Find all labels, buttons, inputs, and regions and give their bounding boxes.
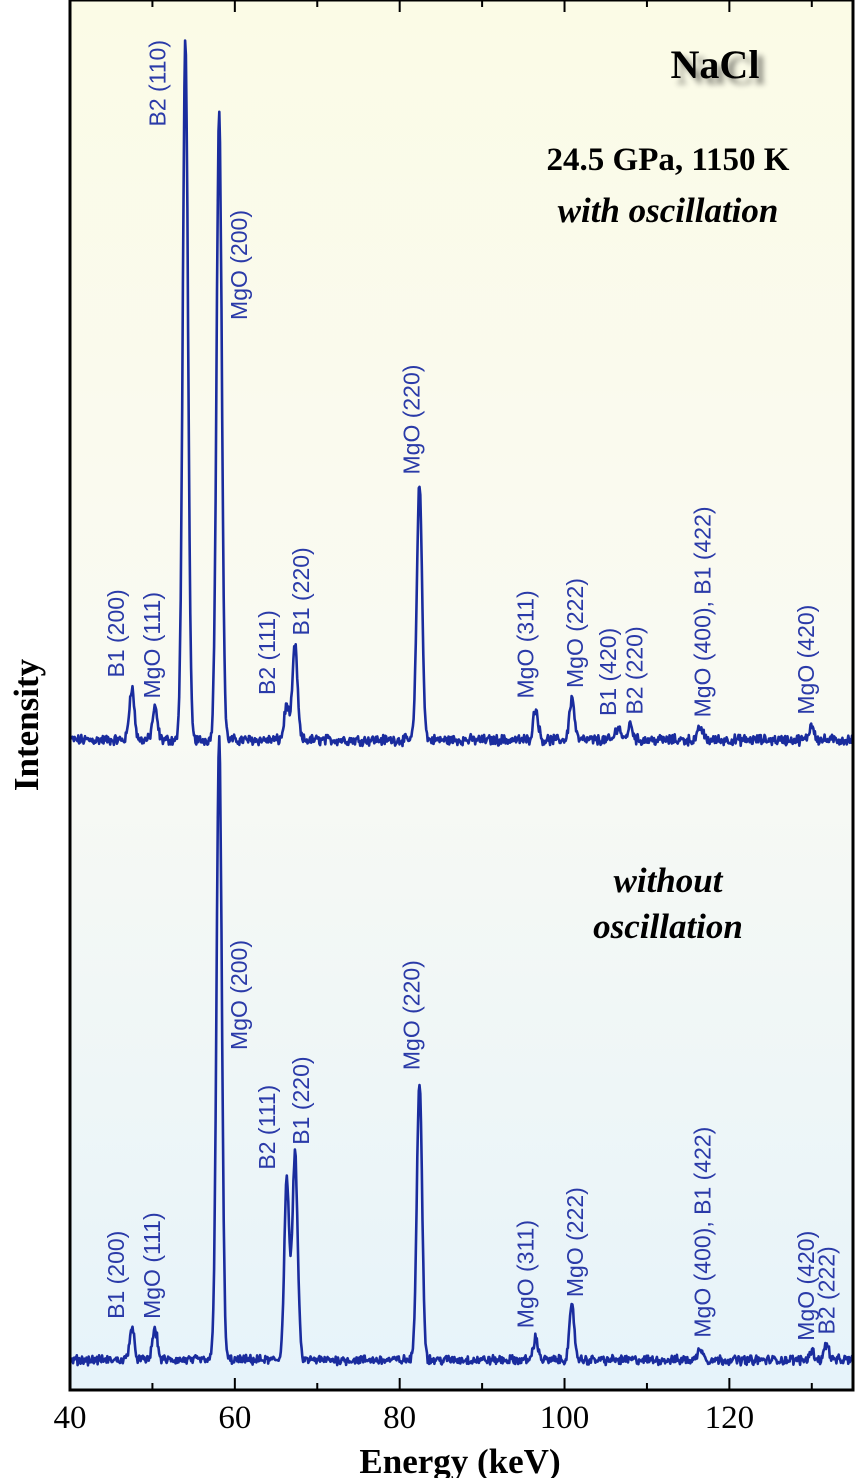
peak-label-bottom-0: B1 (200) [103,1231,129,1319]
annotation-without: without [614,861,724,900]
x-tick-label: 100 [540,1400,590,1436]
peak-label-bottom-4: B1 (220) [288,1056,314,1144]
peak-label-top-8: MgO (222) [562,578,588,688]
peak-labels: B1 (200) MgO (111) B2 (110) MgO (200) B2 (11… [103,40,840,1341]
chart-title: NaCl [671,42,760,87]
x-axis-label: Energy (keV) [359,1442,560,1478]
peak-label-top-4: B2 (111) [254,610,280,695]
x-axis-ticks: 40 60 80 100 120 [54,0,813,1436]
annotation-oscillation: oscillation [593,907,743,946]
plot-frame [68,0,855,1392]
peak-label-bottom-2: MgO (200) [226,940,252,1050]
peak-label-bottom-3: B2 (111) [254,1085,280,1170]
peak-label-bottom-6: MgO (311) [513,1220,539,1328]
peak-label-top-5: B1 (220) [288,547,314,635]
spectrum-line-with-oscillation [70,39,854,748]
peak-label-bottom-10: B2 (222) [814,1246,840,1334]
peak-label-bottom-5: MgO (220) [399,960,425,1070]
y-axis-label: Intensity [7,658,46,791]
peak-label-bottom-7: MgO (222) [562,1187,588,1297]
peak-label-bottom-9: MgO (420) [793,1231,819,1341]
plot-background [70,0,853,1390]
peak-label-top-6: MgO (220) [399,365,425,475]
peak-label-top-12: MgO (420) [793,605,819,715]
x-tick-label: 120 [705,1400,755,1436]
x-tick-label: 80 [383,1400,416,1436]
peak-label-bottom-1: MgO (111) [139,1212,165,1319]
peak-label-top-7: MgO (311) [513,590,539,698]
spectrum-line-without-oscillation [70,734,855,1367]
spectra-traces [70,39,855,1367]
x-tick-label: 60 [218,1400,251,1436]
peak-label-top-9: B1 (420) [595,628,621,716]
annotation-conditions: 24.5 GPa, 1150 K [547,142,790,178]
annotation-with-oscillation: with oscillation [558,191,779,230]
peak-label-top-1: MgO (111) [139,592,165,699]
x-tick-label: 40 [54,1400,87,1436]
peak-label-top-2: B2 (110) [144,40,170,127]
peak-label-top-3: MgO (200) [226,210,252,320]
peak-label-bottom-8: MgO (400), B1 (422) [690,1127,716,1338]
peak-label-top-10: B2 (220) [622,626,648,714]
peak-label-top-11: MgO (400), B1 (422) [690,506,716,717]
peak-label-top-0: B1 (200) [103,589,129,677]
